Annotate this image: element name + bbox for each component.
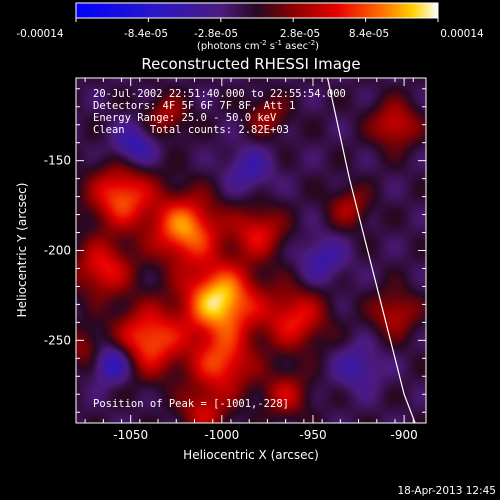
footer-timestamp: 18-Apr-2013 12:45 xyxy=(397,485,496,497)
detectors-text: Detectors: 4F 5F 6F 7F 8F, Att 1 xyxy=(93,100,295,112)
colorbar-tick-label: 2.8e-05 xyxy=(280,28,320,40)
x-tick-label: -900 xyxy=(391,428,418,442)
colorbar-tick-label: -0.00014 xyxy=(16,28,64,40)
colorbar-ticks xyxy=(75,18,439,22)
chart-title: Reconstructed RHESSI Image xyxy=(141,55,360,73)
axes: -1050 -1000 -950 -900 -150 -200 -250 xyxy=(44,78,426,442)
energy-range-text: Energy Range: 25.0 - 50.0 keV xyxy=(93,112,277,124)
x-axis-label: Heliocentric X (arcsec) xyxy=(183,448,319,462)
colorbar: -0.00014 -8.4e-05 -2.8e-05 2.8e-05 8.4e-… xyxy=(16,2,484,52)
colorbar-units: (photons cm-2 s-1 asec-2) xyxy=(197,39,319,52)
colorbar-tick-label: 0.00014 xyxy=(440,28,484,40)
y-tick-label: -250 xyxy=(44,333,71,347)
colorbar-tick-label: -2.8e-05 xyxy=(194,28,238,40)
y-axis-label: Heliocentric Y (arcsec) xyxy=(15,183,29,318)
colorbar-tick-label: 8.4e-05 xyxy=(349,28,389,40)
peak-position-text: Position of Peak = [-1001,-228] xyxy=(93,398,289,410)
colorbar-tick-label: -8.4e-05 xyxy=(124,28,168,40)
x-tick-label: -1050 xyxy=(113,428,148,442)
y-tick-label: -150 xyxy=(44,154,71,168)
y-tick-label: -200 xyxy=(44,244,71,258)
plot-area xyxy=(76,78,426,423)
colorbar-gradient xyxy=(75,2,439,19)
x-tick-label: -1000 xyxy=(204,428,239,442)
time-range-text: 20-Jul-2002 22:51:40.000 to 22:55:54.000 xyxy=(93,88,346,100)
image-annotations: 20-Jul-2002 22:51:40.000 to 22:55:54.000… xyxy=(93,88,346,410)
solar-limb-line xyxy=(326,78,416,423)
x-tick-label: -950 xyxy=(299,428,326,442)
algorithm-counts-text: Clean Total counts: 2.82E+03 xyxy=(93,124,289,136)
